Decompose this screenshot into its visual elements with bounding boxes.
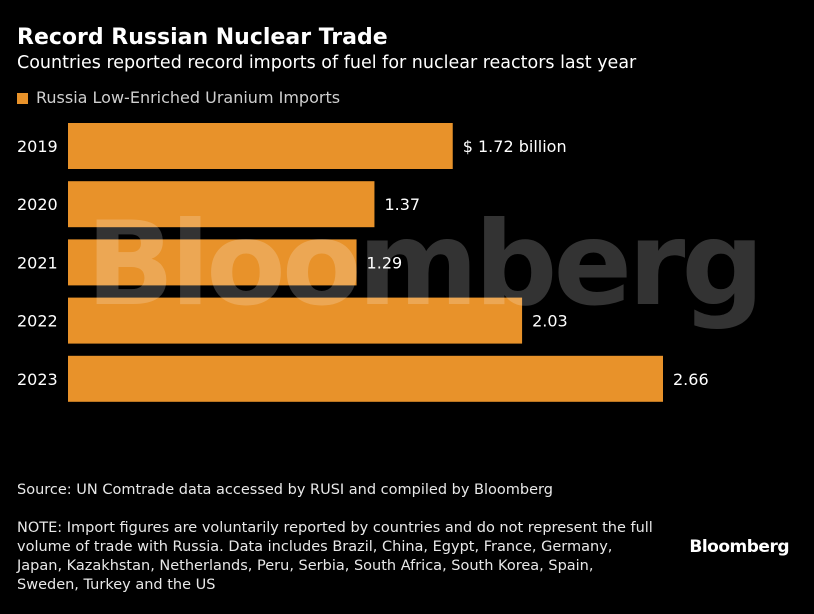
legend-swatch (17, 92, 28, 104)
data-label-2022: 2.03 (532, 312, 568, 331)
data-label-2020: 1.37 (384, 195, 420, 214)
bar-2021 (68, 239, 357, 286)
bar-2023 (68, 355, 663, 402)
category-label-2020: 2020 (17, 195, 58, 214)
bar-2019 (68, 123, 453, 169)
bloomberg-logo: Bloomberg (689, 537, 789, 557)
chart-subtitle: Countries reported record imports of fue… (17, 53, 637, 73)
source-note: Source: UN Comtrade data accessed by RUS… (17, 462, 657, 614)
note-text: NOTE: Import figures are voluntarily rep… (17, 520, 653, 593)
data-label-2019: $ 1.72 billion (463, 137, 567, 156)
bar-2022 (68, 297, 523, 344)
legend: Russia Low-Enriched Uranium Imports (17, 87, 340, 109)
category-label-2023: 2023 (17, 370, 58, 389)
legend-label: Russia Low-Enriched Uranium Imports (36, 88, 341, 107)
category-label-2022: 2022 (17, 312, 58, 331)
category-label-2019: 2019 (17, 137, 58, 156)
data-label-2023: 2.66 (673, 370, 709, 389)
bar-chart: 2019 $ 1.72 billion 2020 1.37 2021 1.29 2022 2.… (17, 123, 709, 402)
data-label-2021: 1.29 (367, 253, 403, 272)
chart-title: Record Russian Nuclear Trade (17, 25, 388, 50)
bar-2020 (68, 181, 375, 228)
category-label-2021: 2021 (17, 253, 58, 272)
source-text: Source: UN Comtrade data accessed by RUS… (17, 482, 553, 498)
